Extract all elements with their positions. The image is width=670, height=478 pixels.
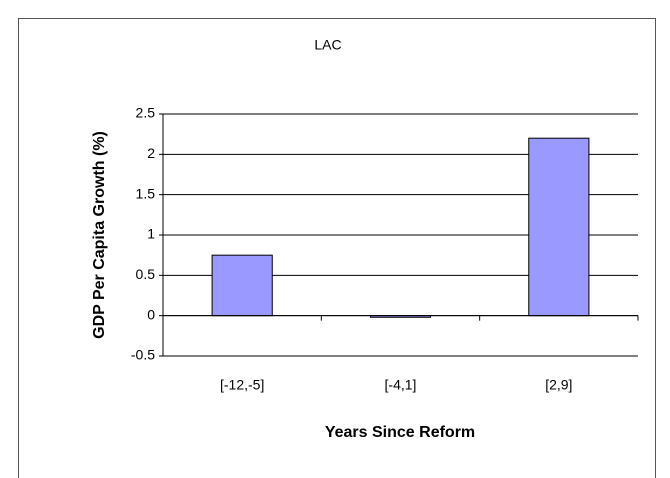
y-tick-label: 0 (147, 306, 155, 322)
y-tick-label: 1 (147, 226, 155, 242)
y-tick-label: 1.5 (136, 185, 156, 201)
y-axis-label: GDP Per Capita Growth (%) (91, 131, 108, 339)
x-tick-label: [2,9] (545, 377, 572, 393)
chart-title: LAC (314, 37, 341, 53)
bar (211, 254, 273, 317)
y-tick-label: -0.5 (131, 347, 155, 363)
y-tick-label: 2 (147, 145, 155, 161)
x-tick-label: [-12,-5] (220, 377, 264, 393)
y-tick-label: 0.5 (136, 266, 156, 282)
y-tick-label: 2.5 (136, 105, 156, 121)
bar (528, 137, 590, 317)
x-axis-label: Years Since Reform (325, 424, 475, 441)
x-tick-label: [-4,1] (385, 377, 417, 393)
